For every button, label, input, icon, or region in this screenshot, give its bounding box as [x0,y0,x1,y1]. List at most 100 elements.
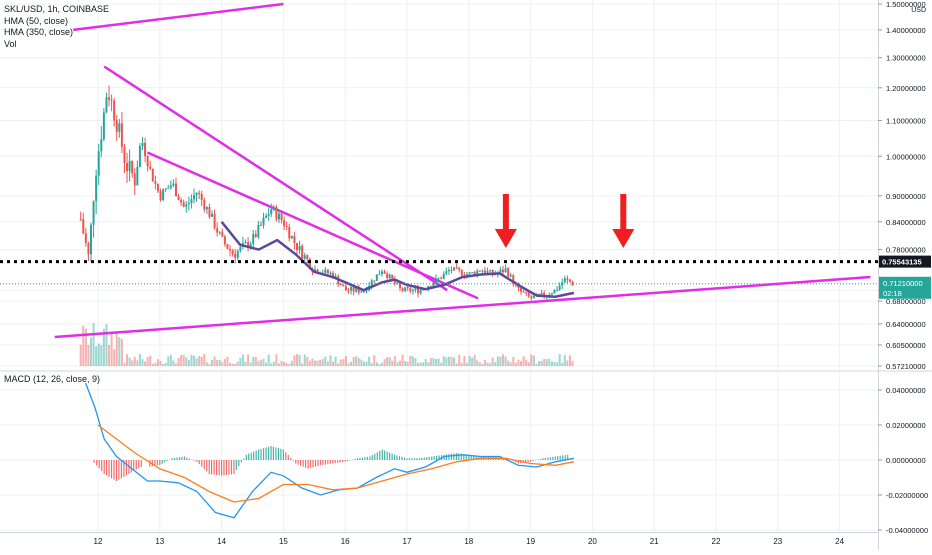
candle-body [308,259,311,270]
candle-body [316,269,319,274]
volume-bar [360,359,363,366]
volume-bar [404,360,407,366]
horizontal-level [0,260,878,285]
candle-body [203,199,206,210]
time-tick-label: 23 [773,537,782,546]
candle-body [236,251,239,258]
volume-bar [92,322,95,366]
candle-body [481,270,484,272]
candle-body [205,207,208,210]
candle-body [509,275,512,277]
volume-bar [386,357,389,366]
candle-body [532,296,535,299]
candle-body [396,283,399,285]
candle-body [293,236,296,244]
volume-bar [123,362,126,366]
volume-bar [550,361,553,366]
down-arrow-icon [612,194,635,248]
volume-bar [110,332,113,366]
countdown-label: 02:18 [883,289,902,298]
candle-body [432,283,435,287]
volume-bar [303,354,306,366]
candle-body [131,160,134,174]
volume-bar [174,363,177,366]
candle-body [450,269,453,271]
candle-body [558,285,561,290]
hma-50-line [220,221,575,298]
trendline [54,275,871,339]
volume-bar [329,355,332,366]
volume-bar [447,356,450,366]
candle-body [180,200,183,203]
volume-bar [234,363,237,366]
volume-bar [453,357,456,366]
volume-bar [169,354,172,366]
candle-body [507,268,510,277]
candle-body [169,185,172,188]
volume-bar [378,363,381,366]
candle-body [226,244,229,249]
time-tick-label: 18 [464,537,473,546]
candle-body [257,224,260,238]
volume-bar [208,363,211,366]
volume-bar [257,360,260,366]
candlesticks [79,85,574,301]
volume-bar [411,356,414,366]
volume-bar [288,363,291,366]
candle-body [324,269,327,273]
macd-tick-label: -0.02000000 [886,491,928,500]
volume-bar [316,360,319,366]
candle-body [192,195,195,200]
candle-body [97,151,100,176]
candle-body [252,234,255,245]
volume-bar [259,360,262,366]
candle-body [198,192,201,194]
candle-body [445,271,448,274]
volume-bar [419,362,422,366]
volume-bar [154,362,157,366]
candle-body [344,286,347,291]
volume-bar [437,358,440,366]
volume-bar [553,361,556,366]
macd-tick-label: -0.04000000 [886,526,928,535]
volume-bar [223,358,226,366]
candle-body [126,162,129,172]
volume-bar [82,325,85,366]
candle-body [156,183,159,192]
candle-body [221,232,224,237]
volume-bar [203,354,206,366]
candle-body [151,168,154,182]
volume-bar [146,357,149,366]
volume-bar [514,362,517,366]
last-price-tag [879,276,931,299]
candle-body [486,270,489,273]
volume-bar [471,357,474,366]
volume-bar [352,357,355,366]
candle-body [460,269,463,276]
time-tick-label: 16 [341,537,350,546]
candle-body [473,271,476,275]
candle-body [525,292,528,294]
trendline [103,65,448,292]
candle-body [105,97,108,113]
volume-bar [244,361,247,366]
time-tick-label: 20 [588,537,597,546]
candle-body [329,273,332,275]
candle-body [501,269,504,273]
candle-body [141,142,144,146]
volume-bar [568,355,571,366]
candle-body [162,189,165,201]
volume-bar [200,356,203,366]
candle-body [249,244,252,248]
candle-body [280,213,283,221]
time-tick-label: 22 [712,537,721,546]
arrow-shaft [502,194,509,230]
candle-body [159,191,162,201]
volume-bar [468,355,471,366]
candle-body [455,267,458,269]
level-price-tag [879,255,931,268]
candle-body [370,280,373,286]
volume-bar [522,356,525,366]
